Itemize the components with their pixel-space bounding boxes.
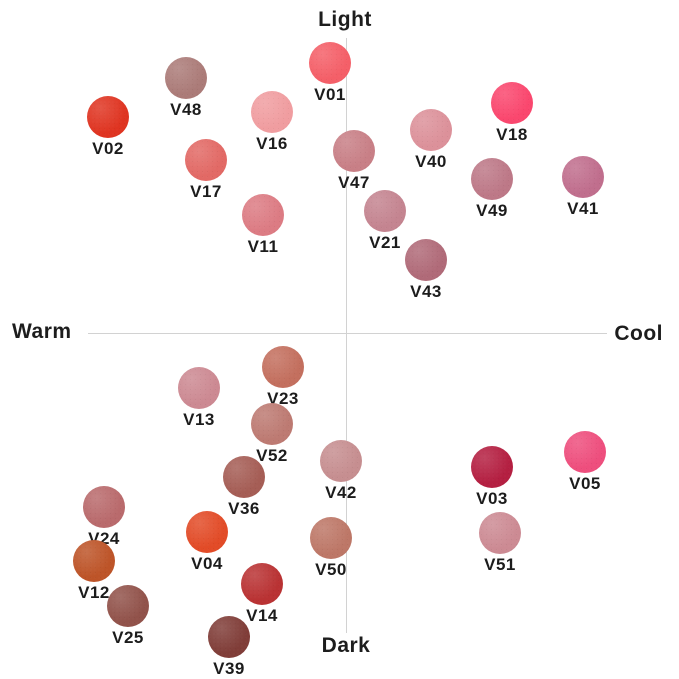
shade-swatch-circle — [320, 440, 362, 482]
shade-label: V43 — [410, 282, 442, 301]
shade-label: V16 — [256, 134, 288, 153]
shade-swatch-circle — [178, 367, 220, 409]
shade-swatch-circle — [223, 456, 265, 498]
shade-swatch-circle — [405, 239, 447, 281]
shade-label: V05 — [569, 474, 601, 493]
shade-swatch-circle — [241, 563, 283, 605]
shade-swatch-circle — [242, 194, 284, 236]
shade-swatch-circle — [491, 82, 533, 124]
shade-swatch-circle — [208, 616, 250, 658]
shade-label: V36 — [228, 499, 260, 518]
shade-label: V50 — [315, 560, 347, 579]
shade-swatch-circle — [364, 190, 406, 232]
shade-label: V49 — [476, 201, 508, 220]
shade-swatch-circle — [83, 486, 125, 528]
shade-swatch-circle — [562, 156, 604, 198]
shade-label: V39 — [213, 659, 245, 678]
shade-swatch-circle — [310, 517, 352, 559]
shade-swatch-circle — [410, 109, 452, 151]
shade-label: V12 — [78, 583, 110, 602]
shade-swatch-circle — [185, 139, 227, 181]
shade-swatch-circle — [251, 91, 293, 133]
shade-swatch-circle — [309, 42, 351, 84]
horizontal-axis-line — [88, 333, 607, 334]
shade-swatch-circle — [251, 403, 293, 445]
shade-label: V17 — [190, 182, 222, 201]
shade-swatch-circle — [479, 512, 521, 554]
shade-label: V13 — [183, 410, 215, 429]
axis-label-warm: Warm — [12, 320, 72, 343]
shade-swatch-circle — [471, 446, 513, 488]
shade-swatch-circle — [471, 158, 513, 200]
vertical-axis-line — [346, 38, 347, 633]
shade-swatch-circle — [165, 57, 207, 99]
shade-label: V11 — [247, 237, 279, 256]
shade-label: V51 — [484, 555, 516, 574]
shade-label: V01 — [314, 85, 346, 104]
shade-swatch-circle — [107, 585, 149, 627]
shade-label: V02 — [92, 139, 124, 158]
shade-swatch-circle — [73, 540, 115, 582]
shade-swatch-circle — [87, 96, 129, 138]
axis-label-dark: Dark — [321, 634, 371, 657]
axis-label-cool: Cool — [614, 322, 663, 345]
shade-label: V25 — [112, 628, 144, 647]
axis-label-light: Light — [318, 8, 372, 31]
shade-label: V14 — [246, 606, 278, 625]
shade-label: V03 — [476, 489, 508, 508]
shade-label: V42 — [325, 483, 357, 502]
shade-swatch-circle — [333, 130, 375, 172]
shade-swatch-circle — [186, 511, 228, 553]
shade-label: V52 — [256, 446, 288, 465]
shade-label: V48 — [170, 100, 202, 119]
shade-label: V21 — [369, 233, 401, 252]
shade-label: V18 — [496, 125, 528, 144]
shade-label: V41 — [567, 199, 599, 218]
shade-swatch-circle — [564, 431, 606, 473]
shade-label: V40 — [415, 152, 447, 171]
shade-label: V47 — [338, 173, 370, 192]
shade-label: V04 — [191, 554, 223, 573]
shade-swatch-circle — [262, 346, 304, 388]
